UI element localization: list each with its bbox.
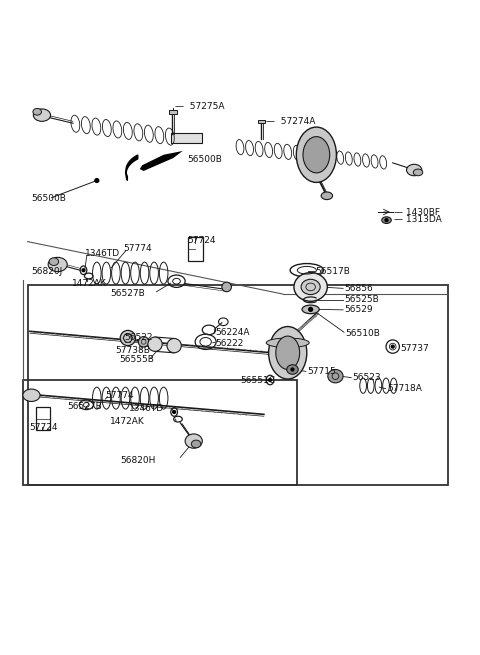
Text: 57774: 57774: [123, 244, 152, 253]
Text: 1346TD: 1346TD: [85, 249, 120, 258]
Text: 56222: 56222: [215, 339, 243, 348]
Text: 56820H: 56820H: [120, 456, 156, 464]
Circle shape: [95, 179, 99, 183]
Text: —  57274A: — 57274A: [266, 117, 316, 126]
Text: 56510B: 56510B: [345, 329, 380, 338]
Text: — 1430BF: — 1430BF: [394, 208, 440, 217]
Ellipse shape: [328, 369, 343, 383]
Bar: [23, 380, 297, 485]
Circle shape: [391, 345, 394, 348]
Text: 1346TD: 1346TD: [129, 404, 165, 413]
Ellipse shape: [34, 109, 50, 121]
Ellipse shape: [222, 282, 231, 291]
Ellipse shape: [120, 330, 135, 346]
Ellipse shape: [321, 192, 333, 200]
Text: 56500B: 56500B: [31, 194, 66, 203]
Text: 56529: 56529: [344, 305, 372, 314]
Text: 56527B: 56527B: [67, 402, 102, 411]
Ellipse shape: [302, 305, 319, 314]
Ellipse shape: [192, 440, 201, 448]
Ellipse shape: [49, 258, 59, 265]
Text: 57774: 57774: [106, 391, 134, 400]
Text: 56555B: 56555B: [120, 356, 155, 364]
Ellipse shape: [185, 434, 202, 448]
Text: —  57275A: — 57275A: [175, 102, 224, 111]
Ellipse shape: [266, 338, 309, 348]
Ellipse shape: [382, 217, 391, 223]
Ellipse shape: [48, 257, 67, 272]
Ellipse shape: [301, 279, 320, 295]
Ellipse shape: [269, 327, 307, 379]
Text: 57738B: 57738B: [115, 346, 150, 355]
Ellipse shape: [413, 169, 423, 176]
Text: 56224A: 56224A: [215, 328, 250, 337]
Ellipse shape: [138, 337, 149, 347]
Text: 56523: 56523: [352, 373, 381, 382]
Circle shape: [269, 379, 272, 381]
Circle shape: [173, 411, 176, 413]
Text: 56551C: 56551C: [240, 377, 275, 385]
Circle shape: [291, 368, 294, 371]
Text: 56527B: 56527B: [110, 289, 145, 297]
Text: 1472AK: 1472AK: [110, 417, 145, 426]
Text: 1472AK: 1472AK: [72, 278, 107, 288]
Bar: [188, 237, 203, 261]
Text: — 1313DA: — 1313DA: [394, 215, 442, 224]
Circle shape: [385, 219, 388, 221]
Ellipse shape: [287, 365, 298, 374]
Bar: [169, 110, 177, 114]
Ellipse shape: [167, 339, 181, 353]
Text: 56820J: 56820J: [31, 267, 62, 276]
Ellipse shape: [276, 336, 300, 369]
Ellipse shape: [303, 137, 330, 173]
Text: 56856: 56856: [344, 284, 373, 293]
Ellipse shape: [407, 164, 422, 176]
Circle shape: [309, 307, 312, 311]
Ellipse shape: [23, 389, 40, 402]
Bar: [28, 284, 447, 485]
Bar: [171, 133, 202, 143]
Text: 57724: 57724: [29, 423, 58, 432]
Text: 56525B: 56525B: [344, 295, 379, 305]
Text: 57718A: 57718A: [387, 384, 422, 393]
Circle shape: [82, 269, 85, 272]
Bar: [36, 407, 50, 430]
Text: 56500B: 56500B: [188, 155, 222, 164]
Ellipse shape: [148, 337, 162, 351]
Text: 57737: 57737: [400, 345, 429, 354]
Ellipse shape: [33, 109, 41, 115]
Text: 56517B: 56517B: [315, 267, 350, 276]
Text: 57724: 57724: [188, 236, 216, 245]
Ellipse shape: [294, 272, 327, 301]
Bar: [258, 120, 265, 123]
Polygon shape: [140, 151, 183, 171]
Text: 56522: 56522: [124, 333, 153, 343]
Ellipse shape: [296, 127, 336, 183]
Text: 57715: 57715: [307, 367, 336, 376]
